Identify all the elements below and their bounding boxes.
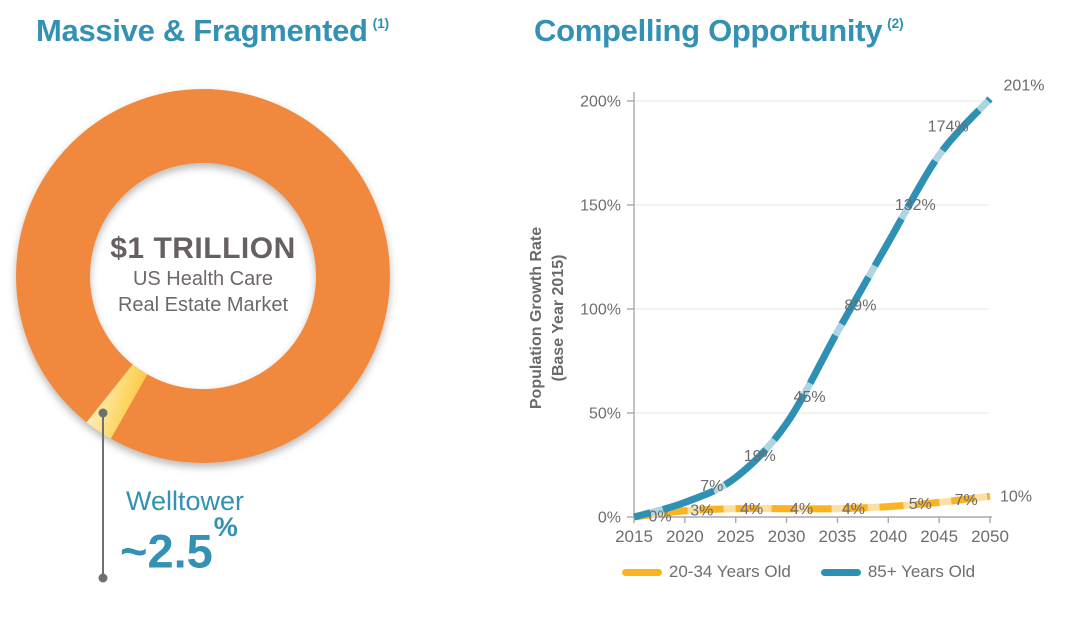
data-label-19: 19% bbox=[744, 448, 776, 465]
series-line-light-1 bbox=[633, 96, 993, 521]
left-panel-title-text: Massive & Fragmented bbox=[36, 13, 368, 48]
market-size-value: $1 TRILLION bbox=[110, 232, 296, 265]
data-label-132: 132% bbox=[895, 197, 936, 214]
data-label-5: 5% bbox=[909, 496, 932, 513]
welltower-share-number: ~2.5 bbox=[120, 524, 213, 578]
y-tick-label: 50% bbox=[589, 406, 621, 423]
donut-ring bbox=[16, 89, 390, 463]
right-panel-title: Compelling Opportunity (2) bbox=[534, 13, 904, 49]
y-tick-label: 100% bbox=[580, 302, 621, 319]
legend-swatch-20-34 bbox=[621, 568, 662, 576]
footnote-ref-2: (2) bbox=[887, 14, 904, 31]
legend-item-85plus: 85+ Years Old bbox=[820, 562, 976, 582]
x-tick-label: 2030 bbox=[768, 527, 806, 546]
y-axis-title-line1: Population Growth Rate bbox=[528, 226, 545, 410]
x-tick-label: 2020 bbox=[666, 527, 704, 546]
leader-dot-bottom bbox=[98, 573, 108, 583]
x-tick-label: 2050 bbox=[971, 527, 1009, 546]
legend-item-20-34: 20-34 Years Old bbox=[621, 562, 791, 582]
data-label-3: 3% bbox=[690, 502, 713, 519]
market-name-line1: US Health Care bbox=[132, 268, 274, 290]
market-name-line2: Real Estate Market bbox=[117, 294, 289, 316]
y-axis-title-line2: (Base Year 2015) bbox=[550, 254, 567, 382]
leader-dot-top bbox=[98, 408, 108, 418]
x-tick-label: 2035 bbox=[819, 527, 857, 546]
data-label-89: 89% bbox=[844, 297, 876, 314]
left-panel-title: Massive & Fragmented (1) bbox=[36, 13, 389, 49]
footnote-ref-1: (1) bbox=[372, 14, 390, 31]
data-label-4: 4% bbox=[842, 501, 865, 518]
data-label-7: 7% bbox=[955, 492, 978, 509]
y-tick-label: 0% bbox=[598, 510, 621, 527]
welltower-label: Welltower bbox=[126, 486, 245, 516]
legend-swatch-85plus bbox=[820, 568, 861, 576]
data-label-174: 174% bbox=[928, 119, 969, 136]
donut-slice-welltower bbox=[86, 364, 148, 439]
y-axis-title: Population Growth Rate (Base Year 2015) bbox=[526, 213, 572, 423]
x-tick-label: 2045 bbox=[920, 527, 958, 546]
welltower-share: ~2.5% bbox=[120, 512, 244, 578]
legend-label-85plus: 85+ Years Old bbox=[867, 562, 976, 581]
data-label-7: 7% bbox=[700, 478, 723, 495]
donut-center-text: $1 TRILLION US Health Care Real Estate M… bbox=[63, 232, 343, 318]
data-label-4: 4% bbox=[790, 501, 813, 518]
welltower-callout: Welltower ~2.5% bbox=[120, 486, 244, 578]
right-panel-title-text: Compelling Opportunity bbox=[534, 13, 883, 48]
x-tick-label: 2040 bbox=[869, 527, 907, 546]
y-tick-label: 150% bbox=[580, 198, 621, 215]
data-label-201: 201% bbox=[1004, 77, 1045, 94]
series-line-1 bbox=[633, 96, 993, 521]
chart-legend: 20-34 Years Old 85+ Years Old bbox=[530, 562, 1067, 582]
data-label-45: 45% bbox=[794, 389, 826, 406]
data-label-0: 0% bbox=[648, 509, 671, 526]
data-label-10: 10% bbox=[1000, 489, 1032, 506]
series-line-0 bbox=[633, 492, 991, 521]
legend-label-20-34: 20-34 Years Old bbox=[668, 562, 791, 581]
x-tick-label: 2015 bbox=[615, 527, 653, 546]
welltower-share-unit: % bbox=[213, 512, 238, 542]
x-tick-label: 2025 bbox=[717, 527, 755, 546]
data-label-4: 4% bbox=[740, 501, 763, 518]
y-tick-label: 200% bbox=[580, 94, 621, 111]
